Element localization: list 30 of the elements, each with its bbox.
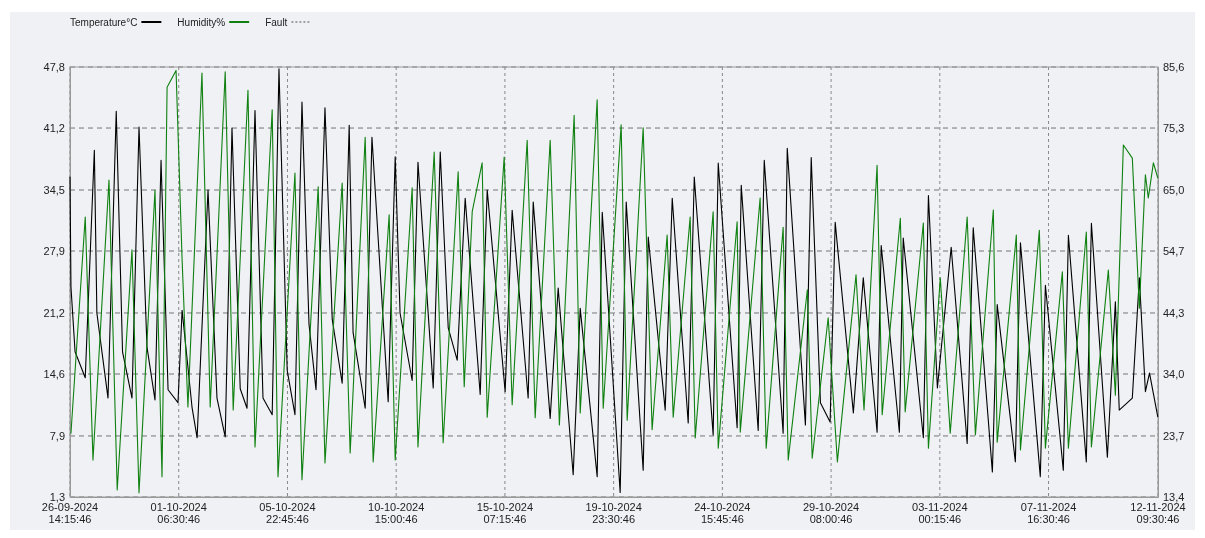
y2-tick-label: 85,6 <box>1163 61 1185 74</box>
y2-tick-label: 75,3 <box>1163 122 1185 135</box>
y-tick-label: 41,2 <box>43 122 65 135</box>
x-tick-label: 01-10-2024 06:30:46 <box>150 501 207 525</box>
y-tick-label: 14,6 <box>43 368 65 381</box>
legend-label: Humidity% <box>177 17 226 28</box>
x-tick-label: 15-10-2024 07:15:46 <box>476 501 534 525</box>
y-tick-label: 7,9 <box>49 429 65 442</box>
y-tick-label: 1,3 <box>49 491 65 504</box>
y2-tick-label: 54,7 <box>1163 245 1185 258</box>
legend-label: Fault <box>265 17 288 28</box>
legend-label: Temperature°C <box>70 17 138 28</box>
x-tick-label: 26-09-2024 14:15:46 <box>41 501 99 525</box>
x-tick-label: 12-11-2024 09:30:46 <box>1130 501 1186 525</box>
x-tick-label: 10-10-2024 15:00:46 <box>368 501 425 525</box>
x-tick-label: 29-10-2024 08:00:46 <box>802 501 860 525</box>
y2-tick-label: 34,0 <box>1163 368 1185 381</box>
x-tick-label: 24-10-2024 15:45:46 <box>694 501 751 525</box>
x-tick-label: 05-10-2024 22:45:46 <box>259 501 316 525</box>
y2-tick-label: 44,3 <box>1163 306 1185 319</box>
y-tick-label: 21,2 <box>43 307 65 319</box>
y2-tick-label: 13,4 <box>1163 491 1185 504</box>
y-tick-label: 47,8 <box>43 61 65 74</box>
y2-tick-label: 65,0 <box>1163 183 1185 196</box>
y-tick-label: 34,5 <box>43 184 65 197</box>
y-tick-label: 27,9 <box>43 245 65 258</box>
y2-tick-label: 23,7 <box>1163 429 1185 442</box>
x-tick-label: 03-11-2024 00:15:46 <box>912 501 968 525</box>
x-tick-label: 19-10-2024 23:30:46 <box>585 501 642 525</box>
x-tick-label: 07-11-2024 16:30:46 <box>1020 501 1077 525</box>
